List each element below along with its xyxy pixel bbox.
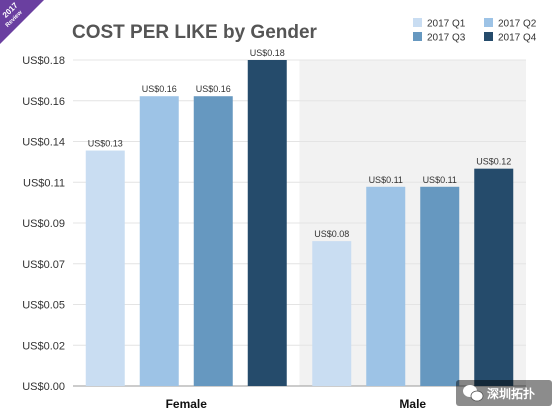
bars	[85, 60, 514, 386]
watermark-text: 深圳拓扑	[487, 386, 535, 401]
legend-label: 2017 Q1	[427, 19, 466, 30]
x-axis: Female Male	[166, 397, 427, 411]
y-tick-label: US$0.07	[22, 259, 65, 271]
bar	[420, 186, 460, 386]
legend-swatch	[413, 32, 422, 41]
watermark: 深圳拓扑	[456, 380, 552, 406]
y-tick-label: US$0.14	[22, 137, 65, 149]
bar-value-label: US$0.08	[314, 229, 349, 239]
year-badge: 2017 Review	[0, 0, 44, 44]
y-tick-label: US$0.11	[23, 177, 65, 189]
legend-label: 2017 Q3	[427, 33, 466, 44]
bar-value-label: US$0.11	[423, 175, 457, 185]
bar	[139, 96, 179, 386]
badge-shape	[0, 0, 44, 44]
bar	[474, 168, 514, 386]
y-tick-label: US$0.00	[22, 381, 65, 393]
legend-label: 2017 Q4	[498, 33, 537, 44]
bar-value-label: US$0.16	[196, 84, 231, 94]
bar-value-label: US$0.11	[369, 175, 403, 185]
y-axis: US$0.00 US$0.02 US$0.05 US$0.07 US$0.09 US$0.…	[22, 55, 65, 393]
bar	[247, 60, 287, 386]
data-labels: US$0.13 US$0.16 US$0.16 US$0.18 US$0.08 US$0.…	[88, 48, 512, 239]
legend-swatch	[484, 18, 493, 27]
legend-label: 2017 Q2	[498, 19, 537, 30]
bar	[312, 241, 352, 386]
bar-value-label: US$0.16	[142, 84, 177, 94]
y-tick-label: US$0.09	[22, 218, 65, 230]
legend-swatch	[413, 18, 422, 27]
wechat-icon	[463, 385, 484, 402]
bar	[366, 186, 406, 386]
bar-value-label: US$0.18	[250, 48, 285, 58]
y-tick-label: US$0.02	[22, 340, 65, 352]
y-tick-label: US$0.05	[22, 300, 65, 312]
bar-value-label: US$0.12	[476, 157, 511, 167]
y-tick-label: US$0.16	[22, 96, 65, 108]
x-category-label: Female	[166, 397, 208, 411]
bar-value-label: US$0.13	[88, 139, 123, 149]
bar	[193, 96, 233, 386]
legend-swatch	[484, 32, 493, 41]
chart-title: COST PER LIKE by Gender	[72, 22, 318, 43]
bar	[85, 150, 125, 386]
y-tick-label: US$0.18	[22, 55, 65, 67]
x-category-label: Male	[399, 397, 426, 411]
legend: 2017 Q1 2017 Q2 2017 Q3 2017 Q4	[413, 18, 537, 44]
